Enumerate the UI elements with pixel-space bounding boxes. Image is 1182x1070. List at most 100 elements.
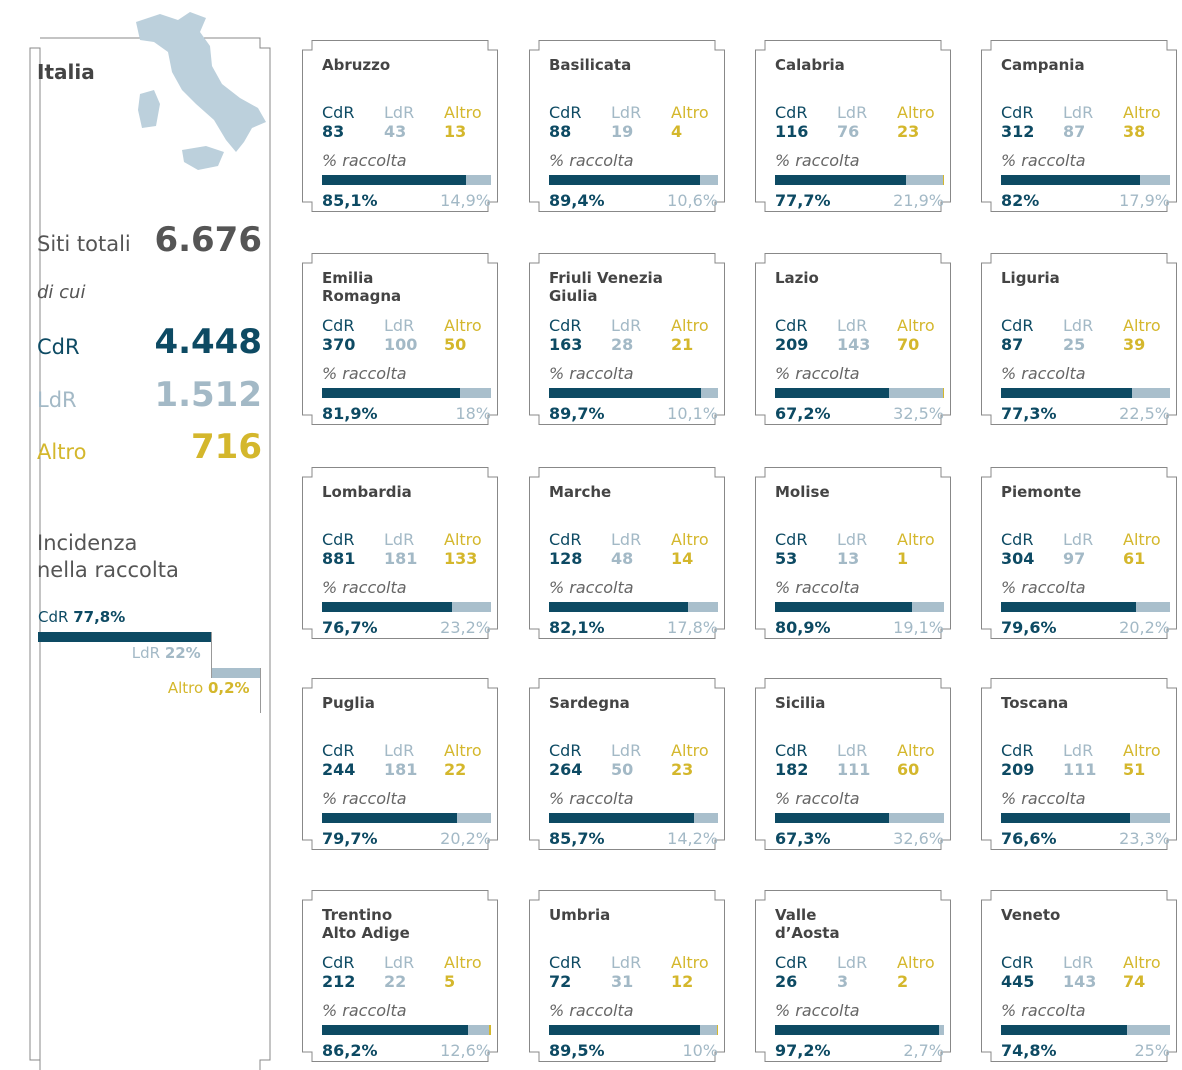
cdr-bar (1001, 813, 1131, 823)
cdr-bar (322, 175, 466, 185)
ldr-pct: 10% (682, 1041, 718, 1060)
region-card: Sardegna CdR 264 LdR 50 Altro 23 % raccolta 85,7… (529, 678, 725, 850)
ldr-count: 50 (611, 760, 634, 779)
caption: % raccolta (775, 1001, 860, 1020)
cdr-bar (322, 1025, 468, 1035)
cdr-bar (1001, 388, 1132, 398)
cdr-count: 53 (775, 549, 798, 568)
ldr-bar (1135, 602, 1170, 612)
ldr-count: 97 (1063, 549, 1086, 568)
region-card: Valle d’Aosta CdR 26 LdR 3 Altro 2 % raccolta 97… (755, 890, 951, 1062)
region-name: Abruzzo (322, 56, 391, 74)
ldr-pct: 17,9% (1119, 191, 1170, 210)
cdr-bar (775, 388, 889, 398)
cdr-count: 128 (549, 549, 583, 568)
card-frame (302, 467, 498, 639)
incidence-title: Incidenza nella raccolta (37, 531, 179, 582)
cdr-pct: 89,5% (549, 1041, 605, 1060)
altro-label: Altro (671, 953, 709, 972)
ldr-count: 76 (837, 122, 860, 141)
ldr-bar (700, 175, 718, 185)
ldr-pct: 10,1% (667, 404, 718, 423)
caption: % raccolta (322, 364, 407, 383)
caption: % raccolta (322, 578, 407, 597)
cdr-label: CdR (1001, 103, 1034, 122)
card-frame (981, 678, 1177, 850)
region-card: Lazio CdR 209 LdR 143 Altro 70 % raccolta 67,2% 3… (755, 253, 951, 425)
cdr-count: 26 (775, 972, 798, 991)
cdr-pct: 74,8% (1001, 1041, 1057, 1060)
region-card: Toscana CdR 209 LdR 111 Altro 51 % raccolta 76,6… (981, 678, 1177, 850)
altro-count: 23 (897, 122, 920, 141)
altro-label: Altro (671, 741, 709, 760)
altro-count: 1 (897, 549, 909, 568)
ldr-label: LdR (384, 316, 415, 335)
caption: % raccolta (775, 789, 860, 808)
region-card: Calabria CdR 116 LdR 76 Altro 23 % raccolta 77,7… (755, 40, 951, 212)
card-frame (529, 467, 725, 639)
altro-label: Altro (671, 316, 709, 335)
altro-count: 23 (671, 760, 694, 779)
caption: % raccolta (1001, 151, 1086, 170)
ldr-label: LdR (1063, 953, 1094, 972)
ldr-pct: 19,1% (893, 618, 944, 637)
region-card: Umbria CdR 72 LdR 31 Altro 12 % raccolta 89,5% 10… (529, 890, 725, 1062)
caption: % raccolta (775, 578, 860, 597)
altro-value: 716 (191, 427, 262, 467)
altro-label: Altro (1123, 953, 1161, 972)
caption: % raccolta (1001, 364, 1086, 383)
ldr-label: LdR (384, 103, 415, 122)
cdr-pct: 77,7% (775, 191, 831, 210)
cdr-bar (775, 175, 907, 185)
cdr-count: 264 (549, 760, 583, 779)
card-frame (529, 40, 725, 212)
card-frame (755, 253, 951, 425)
ldr-label: LdR (611, 741, 642, 760)
cdr-bar (549, 388, 701, 398)
ldr-pct: 23,2% (440, 618, 491, 637)
ldr-count: 13 (837, 549, 860, 568)
region-name: Puglia (322, 694, 375, 712)
cdr-count: 244 (322, 760, 356, 779)
ldr-pct: 20,2% (440, 829, 491, 848)
caption: % raccolta (549, 1001, 634, 1020)
card-frame (529, 678, 725, 850)
ldr-label: LdR (1063, 103, 1094, 122)
caption: % raccolta (549, 151, 634, 170)
ldr-pct: 23,3% (1119, 829, 1170, 848)
card-frame (529, 253, 725, 425)
ldr-pct: 32,5% (893, 404, 944, 423)
ldr-label: LdR (1063, 530, 1094, 549)
altro-label: Altro (444, 741, 482, 760)
cdr-label: CdR (775, 316, 808, 335)
ldr-label: LdR (1063, 316, 1094, 335)
ldr-bar (456, 813, 491, 823)
cdr-count: 209 (775, 335, 809, 354)
ldr-label: LdR (384, 953, 415, 972)
cdr-count: 83 (322, 122, 345, 141)
cdr-label: CdR (322, 316, 355, 335)
cdr-label: CdR (1001, 316, 1034, 335)
ldr-count: 143 (837, 335, 871, 354)
region-card: Trentino Alto Adige CdR 212 LdR 22 Altro 5 % ra… (302, 890, 498, 1062)
cdr-count: 212 (322, 972, 356, 991)
ldr-label: LdR (611, 316, 642, 335)
altro-label: Altro (1123, 316, 1161, 335)
ldr-bar (700, 388, 718, 398)
incidence-label: LdR 22% (132, 644, 201, 662)
ldr-bar (460, 388, 491, 398)
altro-label: Altro (897, 530, 935, 549)
cdr-pct: 89,7% (549, 404, 605, 423)
region-card: Puglia CdR 244 LdR 181 Altro 22 % raccolta 79,7%… (302, 678, 498, 850)
region-card: Liguria CdR 87 LdR 25 Altro 39 % raccolta 77,3% 2… (981, 253, 1177, 425)
altro-count: 21 (671, 335, 694, 354)
region-card: Sicilia CdR 182 LdR 111 Altro 60 % raccolta 67,3… (755, 678, 951, 850)
ldr-label: LdR (384, 741, 415, 760)
italy-map (136, 12, 266, 170)
incidence-label: CdR 77,8% (38, 608, 125, 626)
region-name: Valle d’Aosta (775, 906, 840, 942)
cdr-bar (775, 813, 889, 823)
altro-count: 51 (1123, 760, 1146, 779)
altro-label: Altro (897, 103, 935, 122)
